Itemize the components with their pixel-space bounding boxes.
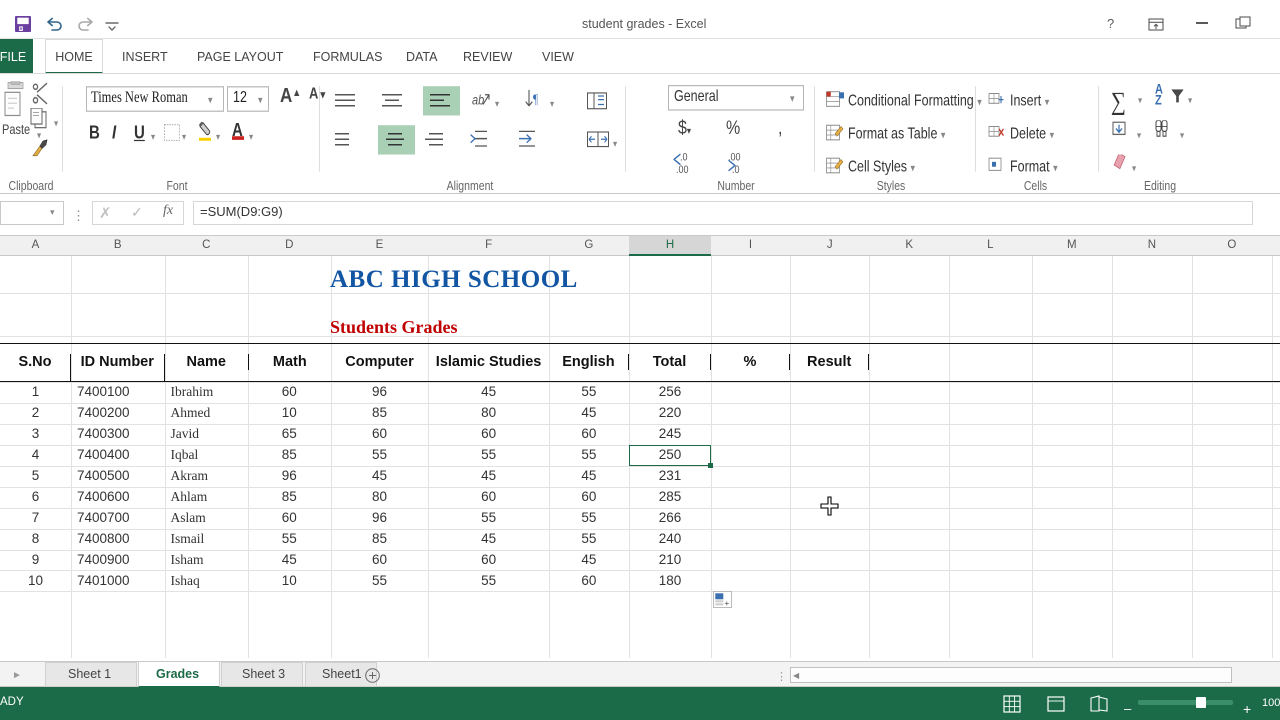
svg-text:¶: ¶ bbox=[533, 91, 538, 106]
svg-text:+: + bbox=[725, 599, 730, 608]
svg-text:.0: .0 bbox=[732, 164, 740, 174]
svg-text:.00: .00 bbox=[676, 164, 689, 174]
svg-text:ab: ab bbox=[472, 92, 484, 107]
svg-text:.0: .0 bbox=[680, 152, 688, 164]
